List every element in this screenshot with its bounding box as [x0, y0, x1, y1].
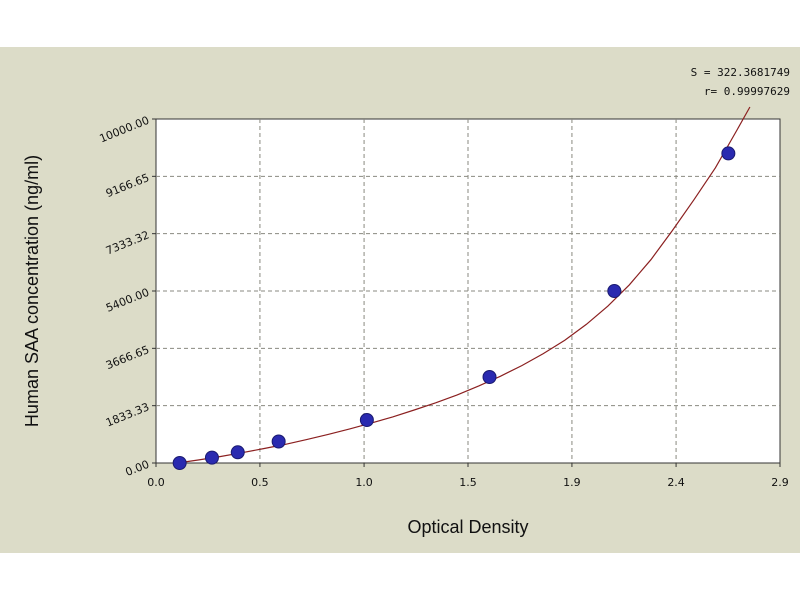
- y-tick-label: 5400.00: [104, 286, 151, 315]
- chart-panel: 0.0 0.5 1.0 1.5 1.9 2.4 2.9 0.00 1833.33 3666.65…: [0, 47, 800, 553]
- standard-curve-chart: 0.0 0.5 1.0 1.5 1.9 2.4 2.9 0.001833.333666.65…: [22, 66, 790, 537]
- x-tick-label: 1.5: [459, 476, 477, 489]
- x-tick-label: 0.0: [147, 476, 165, 489]
- x-axis-title: Optical Density: [407, 517, 528, 537]
- x-tick-label: 1.0: [355, 476, 373, 489]
- x-tick-label: 0.5: [251, 476, 269, 489]
- y-tick-label: 10000.00: [98, 114, 152, 146]
- y-tick-label: 1833.33: [104, 400, 151, 429]
- y-tick-label: 7333.32: [104, 228, 151, 257]
- data-point: [230, 445, 245, 460]
- data-point: [482, 370, 497, 384]
- s-annotation: S = 322.3681749: [691, 66, 790, 79]
- x-tick-label: 1.9: [563, 476, 581, 489]
- x-tick-label: 2.4: [667, 476, 685, 489]
- data-point: [204, 450, 219, 465]
- y-tick-label: 3666.65: [104, 343, 151, 372]
- data-point: [172, 456, 187, 470]
- data-point: [359, 413, 374, 427]
- y-tick-label: 9166.65: [104, 171, 151, 200]
- y-axis-title: Human SAA concentration (ng/ml): [22, 155, 42, 427]
- data-point: [607, 284, 622, 298]
- data-point: [721, 146, 736, 161]
- data-point: [271, 434, 286, 449]
- r-annotation: r= 0.99997629: [704, 85, 790, 98]
- x-tick-label: 2.9: [771, 476, 789, 489]
